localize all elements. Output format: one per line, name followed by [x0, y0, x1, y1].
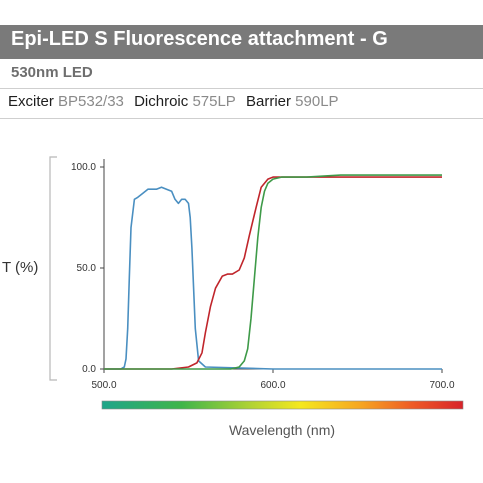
y-ticks: 100.0 50.0 0.0	[71, 162, 104, 375]
dichroic-value: 575LP	[192, 93, 236, 110]
exciter-value: BP532/33	[58, 93, 124, 110]
bracket-line	[49, 156, 57, 381]
page-title: Epi-LED S Fluorescence attachment - G	[11, 28, 388, 50]
divider	[0, 88, 483, 89]
y-tick-label: 0.0	[82, 364, 96, 375]
exciter-label: Exciter	[8, 93, 54, 110]
title-bar: Epi-LED S Fluorescence attachment - G	[0, 25, 483, 59]
plot-frame	[103, 159, 442, 371]
series-line-1	[104, 186, 442, 370]
divider	[0, 118, 483, 119]
series-line-2	[104, 176, 442, 370]
x-ticks: 500.0 600.0 700.0	[91, 369, 455, 391]
x-tick-label: 600.0	[260, 380, 285, 391]
y-tick-label: 100.0	[71, 162, 96, 173]
subtitle: 530nm LED	[11, 64, 93, 81]
barrier-label: Barrier	[245, 93, 291, 110]
filter-specs: Exciter BP532/33 Dichroic 575LP Barrier …	[8, 93, 345, 110]
x-axis-label: Wavelength (nm)	[229, 422, 335, 438]
series-line-3	[104, 174, 442, 370]
y-tick-label: 50.0	[77, 263, 97, 274]
dichroic-label: Dichroic	[134, 93, 189, 110]
x-tick-label: 500.0	[91, 380, 116, 391]
x-tick-label: 700.0	[429, 380, 454, 391]
y-axis-label: T (%)	[2, 259, 38, 276]
y-axis-bracket	[49, 156, 57, 381]
series-group	[104, 174, 442, 370]
wavelength-colorbar	[101, 400, 464, 410]
barrier-value: 590LP	[295, 93, 339, 110]
